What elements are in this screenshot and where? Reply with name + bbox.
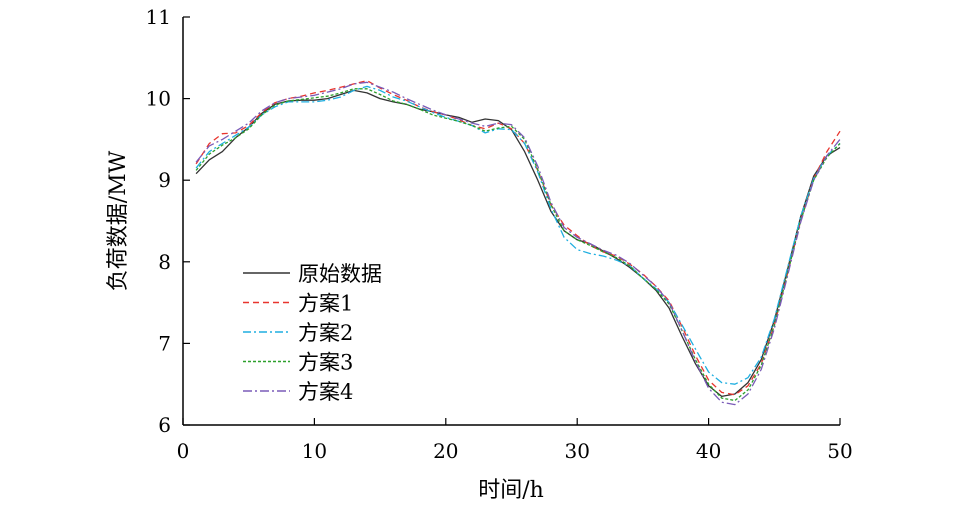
y-tick-label: 11 [146,5,171,29]
legend-label: 原始数据 [298,262,382,286]
plot-area [182,17,840,426]
legend-label: 方案2 [298,321,353,345]
y-tick-label: 6 [158,413,171,437]
series-line-scheme-2 [195,85,841,385]
legend-label: 方案4 [298,380,353,404]
series-line-scheme-4 [195,81,841,406]
x-tick-label: 0 [177,439,190,463]
y-axis-ticks: 6 7 8 9 10 11 [146,5,190,437]
y-tick-label: 9 [158,168,171,192]
y-tick-label: 7 [158,331,171,355]
x-tick-label: 20 [433,439,458,463]
x-axis-ticks: 0 10 20 30 40 50 [177,418,853,463]
y-tick-label: 8 [158,250,171,274]
x-tick-label: 30 [564,439,589,463]
series-line-scheme-1 [195,79,841,396]
x-tick-label: 40 [696,439,721,463]
series-line-scheme-3 [195,88,841,402]
series-layer [195,79,841,406]
x-tick-label: 50 [827,439,852,463]
legend-label: 方案1 [298,292,353,316]
legend-label: 方案3 [298,351,353,375]
x-axis-label: 时间/h [478,478,544,503]
y-axis-label: 负荷数据/MW [106,150,131,291]
y-tick-label: 10 [146,87,171,111]
x-tick-label: 10 [302,439,327,463]
